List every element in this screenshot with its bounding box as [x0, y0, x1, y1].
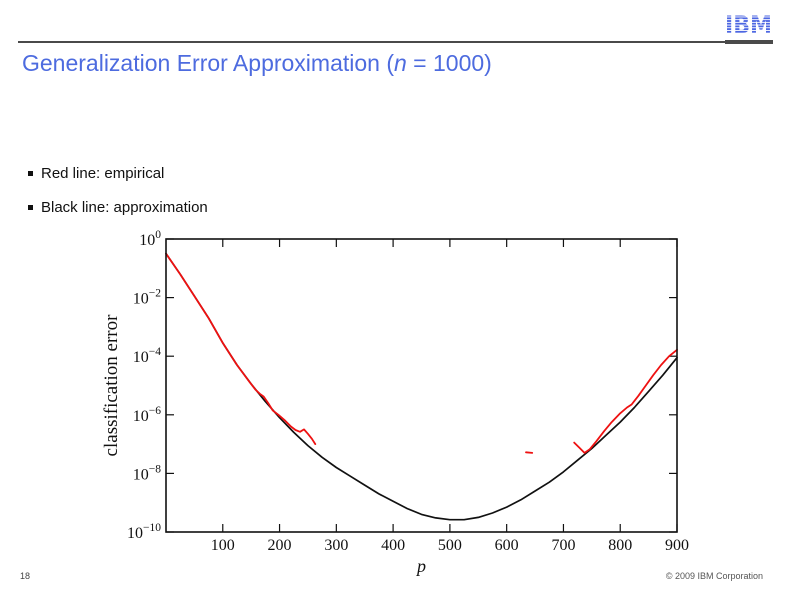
header-rule — [18, 41, 773, 43]
bullet-list: Red line: empirical Black line: approxim… — [28, 164, 208, 232]
copyright: © 2009 IBM Corporation — [665, 571, 763, 581]
y-tick-label: 10−2 — [133, 288, 161, 308]
page-number: 18 — [20, 571, 31, 581]
bullet-item-red-line: Red line: empirical — [28, 164, 208, 183]
y-tick-label: 10−8 — [133, 463, 161, 483]
x-tick-label: 300 — [324, 537, 348, 554]
title-variable: n — [394, 50, 407, 76]
bullet-text: Black line: approximation — [41, 199, 208, 216]
black-approximation-curve — [165, 252, 678, 521]
x-tick-label: 500 — [438, 537, 462, 554]
x-tick-label: 200 — [268, 537, 292, 554]
red-empirical-dash — [525, 451, 534, 454]
x-tick-label: 400 — [381, 537, 405, 554]
x-tick-label: 600 — [495, 537, 519, 554]
bullet-square-icon — [28, 171, 33, 176]
y-tick-label: 10−4 — [133, 346, 161, 366]
bullet-item-black-line: Black line: approximation — [28, 198, 208, 217]
x-tick-label: 700 — [551, 537, 575, 554]
page-title: Generalization Error Approximation (n = … — [22, 50, 492, 77]
plot-border — [165, 238, 678, 533]
x-tick-label: 800 — [608, 537, 632, 554]
y-tick-label: 10−6 — [133, 405, 161, 425]
x-tick-label: 900 — [665, 537, 689, 554]
title-prefix: Generalization Error Approximation ( — [22, 50, 394, 76]
header-rule-logo-segment — [725, 40, 773, 44]
bullet-text: Red line: empirical — [41, 165, 165, 182]
y-tick-label: 10−10 — [127, 522, 161, 542]
title-suffix: = 1000) — [406, 50, 492, 76]
red-empirical-segment-1 — [165, 252, 317, 446]
x-axis-label: p — [415, 556, 426, 576]
y-tick-label: 100 — [139, 229, 161, 249]
classification-error-chart: 100 200 300 400 500 600 700 800 900 100 10−2 10−4 10… — [101, 229, 689, 576]
red-empirical-segment-2 — [573, 348, 678, 454]
bullet-square-icon — [28, 205, 33, 210]
ibm-logo: IBM — [725, 12, 772, 37]
ibm-logo-text: IBM — [725, 12, 772, 37]
y-axis-label: classification error — [101, 314, 122, 457]
x-tick-label: 100 — [211, 537, 235, 554]
